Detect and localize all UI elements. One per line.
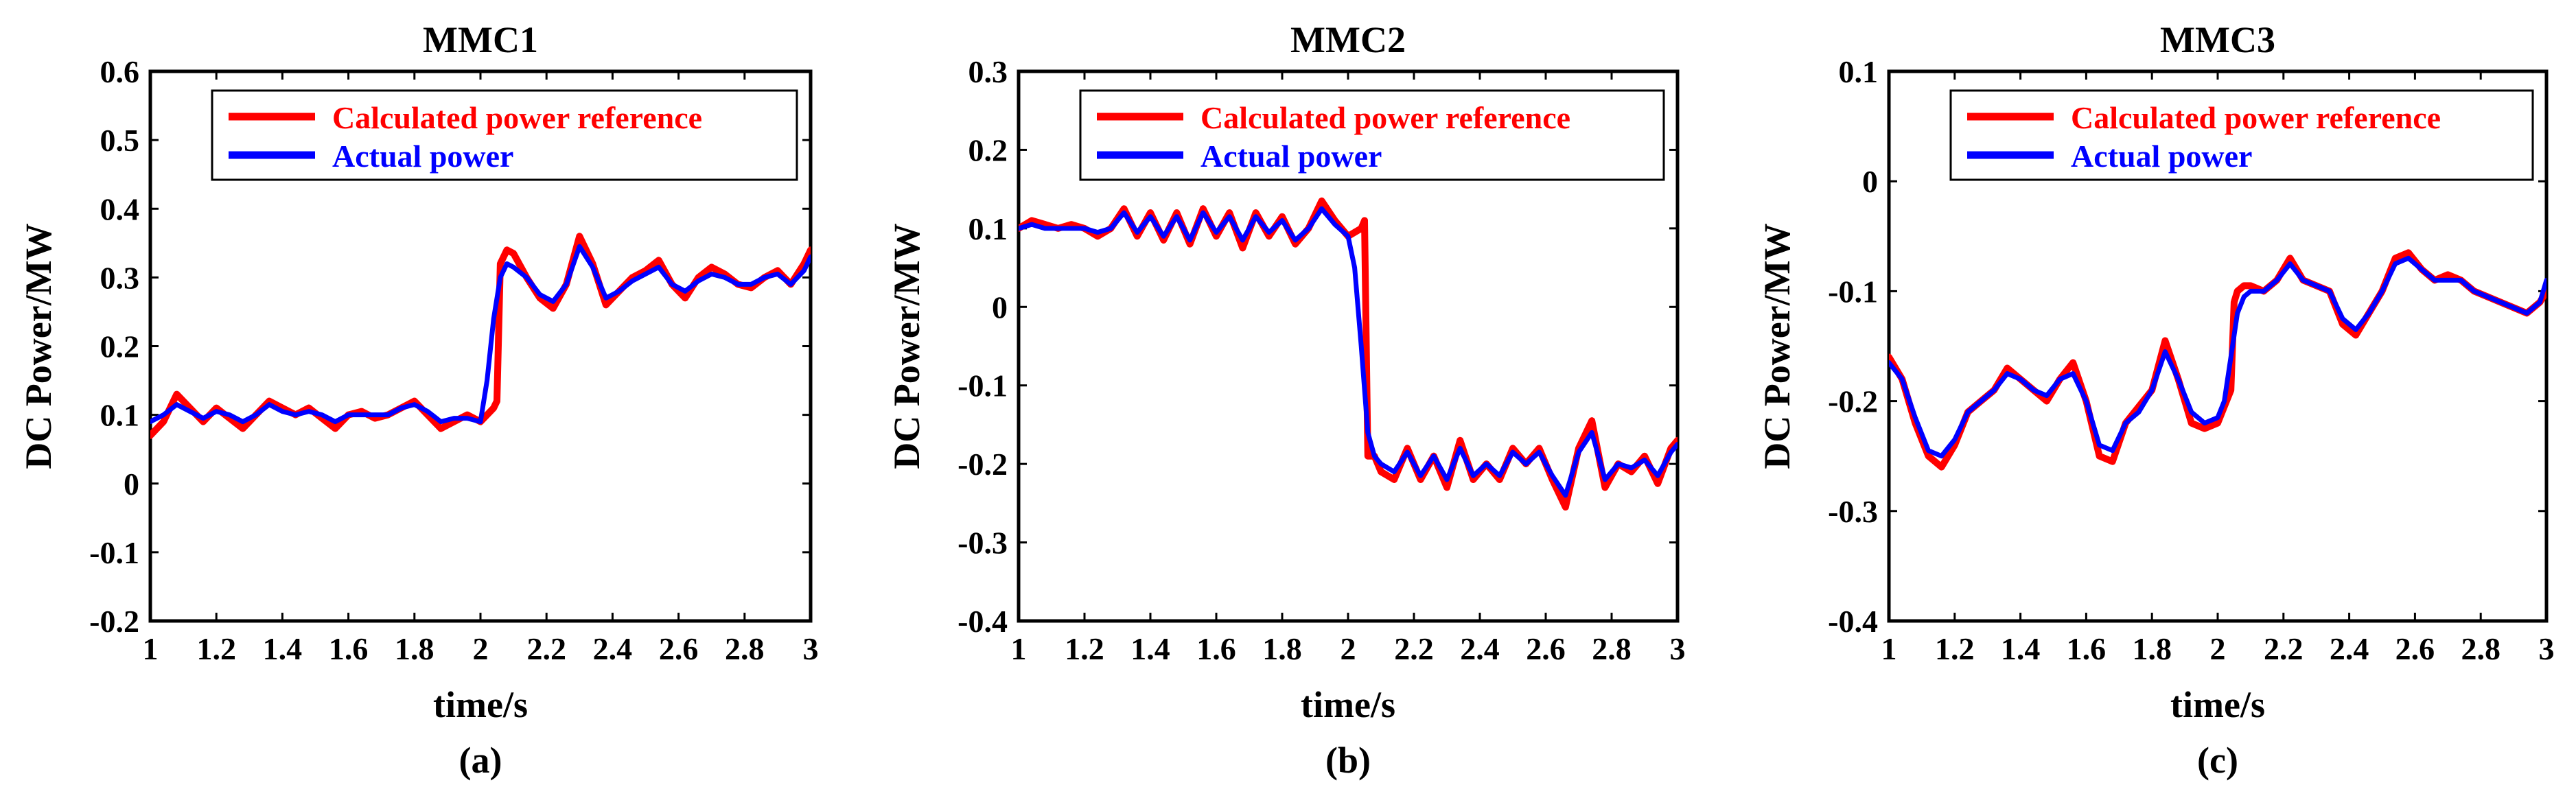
x-tick-label: 2.4 (1460, 631, 1500, 666)
x-tick-label: 1.2 (1065, 631, 1104, 666)
legend-label: Calculated power reference (1200, 100, 1570, 135)
y-axis-label: DC Power/MW (1756, 223, 1798, 469)
x-tick-label: 1 (1881, 631, 1897, 666)
x-tick-label: 2 (473, 631, 489, 666)
x-tick-label: 2.2 (2264, 631, 2304, 666)
figure-caption: (a) (459, 740, 502, 781)
x-tick-label: 3 (2539, 631, 2555, 666)
x-tick-label: 2.4 (593, 631, 633, 666)
x-axis-label: time/s (433, 684, 528, 725)
x-axis-label: time/s (1301, 684, 1395, 725)
figure-caption: (c) (2197, 740, 2238, 781)
x-tick-label: 1.4 (263, 631, 303, 666)
series-line-actual (1019, 206, 1678, 498)
x-tick-label: 1 (1011, 631, 1027, 666)
x-tick-label: 2.8 (725, 631, 765, 666)
y-axis-label: DC Power/MW (18, 223, 59, 469)
x-tick-label: 1.6 (2067, 631, 2107, 666)
y-tick-label: 0 (124, 467, 139, 502)
legend-label: Actual power (2071, 139, 2252, 174)
y-tick-label: -0.1 (958, 368, 1008, 403)
legend-label: Actual power (332, 139, 513, 174)
x-tick-label: 2.6 (1526, 631, 1566, 666)
x-axis-label: time/s (2170, 684, 2265, 725)
y-tick-label: 0.5 (100, 123, 140, 158)
chart-title: MMC3 (2160, 19, 2275, 60)
legend: Calculated power reference Actual power (1949, 89, 2534, 181)
x-tick-label: 1.8 (1262, 631, 1302, 666)
y-tick-label: -0.2 (1828, 384, 1878, 419)
y-tick-label: -0.1 (1828, 274, 1878, 309)
y-tick-label: 0.1 (968, 211, 1008, 246)
x-tick-label: 2.6 (2395, 631, 2435, 666)
x-tick-label: 2.4 (2330, 631, 2369, 666)
legend-label: Actual power (1200, 139, 1382, 174)
legend-box (1949, 89, 2534, 181)
x-tick-label: 1 (143, 631, 159, 666)
y-tick-label: 0 (992, 290, 1008, 325)
y-tick-label: 0.1 (1839, 54, 1879, 89)
y-tick-label: -0.2 (958, 447, 1008, 482)
x-tick-label: 2.8 (2461, 631, 2500, 666)
y-tick-label: 0.1 (100, 398, 140, 433)
y-tick-label: 0.2 (100, 329, 140, 364)
chart-panel-2: 1 1.2 1.4 1.6 1.8 2 2.2 2.4 2.6 2.8 3 -0.4 -0.3 -0.2 -… (886, 19, 1686, 781)
series-line-actual (150, 244, 811, 425)
legend: Calculated power reference Actual power (211, 89, 798, 181)
y-tick-label: -0.1 (89, 535, 139, 570)
y-tick-label: 0.2 (968, 132, 1008, 167)
x-tick-label: 1.2 (196, 631, 236, 666)
x-tick-label: 1.8 (2132, 631, 2172, 666)
x-tick-label: 2.2 (526, 631, 566, 666)
legend-box (211, 89, 798, 181)
x-tick-label: 1.8 (395, 631, 434, 666)
legend-label: Calculated power reference (332, 100, 702, 135)
chart-title: MMC1 (423, 19, 538, 60)
y-tick-label: -0.4 (958, 604, 1008, 639)
y-tick-label: 0.3 (968, 54, 1008, 89)
legend-label: Calculated power reference (2071, 100, 2441, 135)
y-tick-label: -0.4 (1828, 604, 1878, 639)
legend-box (1079, 89, 1665, 181)
x-tick-label: 2.2 (1394, 631, 1434, 666)
y-tick-label: 0 (1862, 164, 1878, 199)
chart-panel-1: 1 1.2 1.4 1.6 1.8 2 2.2 2.4 2.6 2.8 3 -0.2 -0.1 0 0.1 0… (18, 19, 819, 781)
x-tick-label: 2 (2210, 631, 2226, 666)
y-tick-label: 0.4 (100, 191, 140, 226)
x-tick-label: 3 (803, 631, 819, 666)
x-tick-label: 2.8 (1592, 631, 1632, 666)
y-tick-label: -0.3 (1828, 494, 1878, 529)
x-tick-label: 1.2 (1935, 631, 1975, 666)
y-tick-label: 0.6 (100, 54, 140, 89)
y-tick-label: -0.2 (89, 604, 139, 639)
x-tick-label: 2.6 (659, 631, 699, 666)
y-tick-label: 0.3 (100, 260, 140, 295)
x-tick-label: 1.4 (1130, 631, 1170, 666)
x-tick-label: 1.6 (1196, 631, 1236, 666)
x-tick-label: 1.4 (2001, 631, 2041, 666)
chart-title: MMC2 (1290, 19, 1406, 60)
y-axis-label: DC Power/MW (886, 223, 927, 469)
series-line-actual (1889, 255, 2546, 459)
x-tick-label: 1.6 (329, 631, 369, 666)
x-tick-label: 3 (1670, 631, 1686, 666)
chart-panel-3: 1 1.2 1.4 1.6 1.8 2 2.2 2.4 2.6 2.8 3 -0.4 -0.3 -0.2 -… (1756, 19, 2555, 781)
legend: Calculated power reference Actual power (1079, 89, 1665, 181)
x-tick-label: 2 (1341, 631, 1356, 666)
figure-caption: (b) (1325, 740, 1371, 781)
y-tick-label: -0.3 (958, 526, 1008, 561)
